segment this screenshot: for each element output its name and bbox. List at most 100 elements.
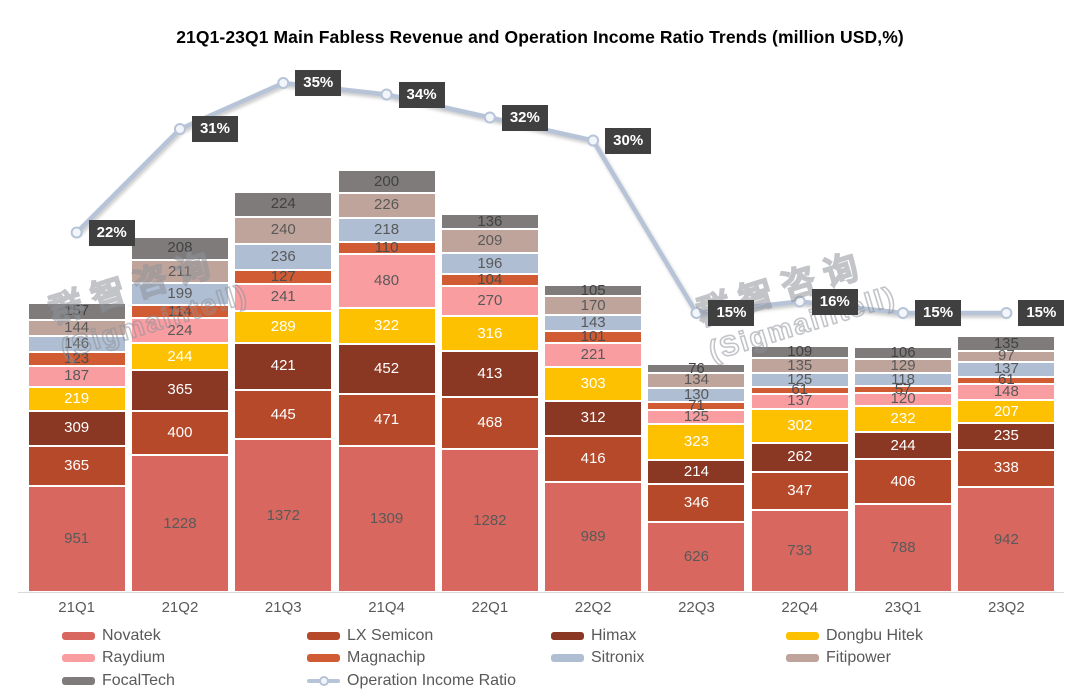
bar-value-label: 209: [477, 232, 503, 249]
bar-value-label: 104: [477, 271, 503, 289]
bar-value-label: 244: [890, 436, 916, 454]
ratio-label: 32%: [501, 104, 548, 131]
bar-value-label: 226: [374, 196, 400, 214]
bar-segment-himax: [854, 431, 953, 460]
bar-value-label: 137: [993, 360, 1019, 378]
bar-value-label: 71: [688, 397, 705, 415]
bar-segment-dongbu-hitek: [957, 400, 1056, 424]
bar-value-label: 323: [683, 433, 709, 451]
bar-segment-novatek: [27, 486, 126, 592]
ratio-marker: [173, 123, 186, 135]
bar-segment-lx-semicon: [854, 459, 953, 505]
bar-value-label: 136: [477, 212, 503, 230]
bar-value-label: 951: [64, 530, 90, 548]
bar-value-label: 187: [64, 367, 90, 385]
bar-value-label: 114: [167, 302, 192, 320]
ratio-label: 35%: [295, 70, 342, 96]
bar-value-label: 200: [374, 172, 400, 190]
bar-segment-magnachip: [854, 386, 953, 393]
bar-value-label: 130: [683, 385, 709, 403]
x-axis-label: 21Q1: [58, 599, 95, 616]
ratio-marker: [897, 307, 910, 319]
bar-value-label: 118: [891, 370, 915, 388]
x-axis-label: 23Q1: [884, 599, 922, 616]
bar-value-label: 211: [167, 262, 192, 280]
bar-value-label: 346: [683, 494, 709, 512]
bar-value-label: 406: [890, 472, 916, 490]
bar-value-label: 1372: [266, 506, 300, 524]
bar-segment-dongbu-hitek: [750, 409, 849, 443]
bar-segment-raydium: [854, 392, 953, 407]
bar-segment-raydium: [130, 318, 229, 343]
bar-value-label: 240: [270, 221, 296, 239]
x-axis-label: 21Q2: [161, 599, 199, 616]
bar-value-label: 101: [580, 327, 606, 345]
ratio-label: 31%: [191, 116, 238, 142]
bar-segment-fitipower: [957, 351, 1056, 362]
bar-value-label: 309: [64, 419, 90, 437]
bar-segment-dongbu-hitek: [234, 310, 333, 343]
bar-segment-novatek: [440, 449, 539, 592]
bar-segment-dongbu-hitek: [647, 424, 746, 460]
ratio-marker: [70, 226, 83, 239]
bar-value-label: 106: [890, 344, 916, 362]
bar-value-label: 146: [64, 335, 90, 353]
bar-segment-dongbu-hitek: [544, 367, 643, 401]
bar-segment-himax: [647, 459, 746, 484]
bar-value-label: 322: [374, 316, 400, 334]
bar-value-label: 135: [993, 334, 1019, 352]
bar-segment-dongbu-hitek: [440, 316, 539, 352]
ratio-label: 15%: [1018, 300, 1065, 326]
bar-value-label: 144: [64, 318, 90, 336]
ratio-marker: [793, 295, 806, 308]
bar-segment-novatek: [957, 487, 1056, 592]
bar-value-label: 208: [167, 239, 193, 257]
bar-segment-sitronix: [544, 315, 643, 332]
bar-value-label: 235: [993, 427, 1019, 445]
bar-value-label: 218: [374, 220, 400, 238]
bar-value-label: 129: [890, 357, 916, 375]
ratio-marker: [1000, 307, 1013, 319]
bar-value-label: 733: [787, 542, 813, 560]
bar-value-label: 400: [167, 424, 193, 442]
bar-value-label: 199: [167, 285, 193, 303]
bar-segment-lx-semicon: [750, 471, 849, 511]
bar-value-label: 148: [993, 383, 1019, 401]
bar-segment-himax: [750, 442, 849, 472]
bar-segment-fitipower: [750, 358, 849, 374]
ratio-label: 15%: [915, 300, 962, 326]
ratio-marker: [587, 134, 600, 147]
bar-segment-sitronix: [647, 387, 746, 403]
bar-segment-himax: [544, 400, 643, 436]
bar-segment-sitronix: [854, 373, 953, 387]
bar-segment-himax: [957, 423, 1056, 450]
bar-value-label: 123: [64, 350, 90, 368]
ratio-label: 16%: [811, 288, 858, 315]
bar-value-label: 125: [787, 371, 813, 389]
bar-value-label: 224: [270, 195, 296, 213]
bar-value-label: 137: [787, 392, 813, 410]
bar-segment-dongbu-hitek: [854, 406, 953, 432]
bar-value-label: 942: [993, 530, 1019, 548]
bar-segment-raydium: [750, 393, 849, 409]
bar-segment-magnachip: [750, 386, 849, 394]
ratio-marker: [277, 77, 290, 89]
bar-segment-himax: [130, 370, 229, 411]
bar-segment-himax: [440, 351, 539, 398]
bar-segment-focaltech: [750, 345, 849, 359]
ratio-label: 30%: [605, 127, 652, 154]
x-axis-label: 22Q1: [471, 599, 509, 616]
bar-value-label: 347: [787, 482, 813, 500]
bar-segment-himax: [337, 343, 436, 394]
bar-segment-lx-semicon: [544, 435, 643, 482]
bar-segment-lx-semicon: [27, 445, 126, 487]
bar-value-label: 413: [477, 365, 503, 383]
ratio-marker: [380, 88, 393, 101]
bar-value-label: 312: [580, 409, 606, 427]
bar-value-label: 105: [580, 281, 606, 299]
bar-segment-dongbu-hitek: [130, 343, 229, 371]
x-axis-line: [18, 592, 1064, 593]
bar-segment-lx-semicon: [337, 393, 436, 447]
bar-value-label: 1228: [163, 514, 197, 532]
bar-value-label: 452: [374, 359, 400, 377]
